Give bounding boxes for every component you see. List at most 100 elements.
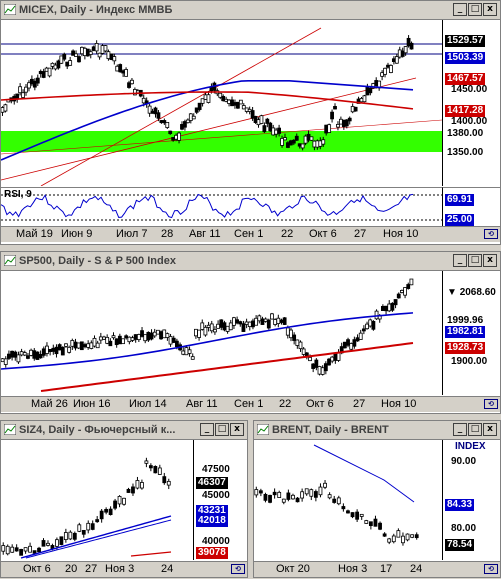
micex-candle	[309, 136, 314, 141]
sp500-candle	[403, 287, 407, 296]
maximize-button[interactable]: □	[215, 423, 229, 436]
brent-candle	[277, 491, 282, 498]
sp500-candle	[361, 328, 366, 332]
minimize-button[interactable]: _	[453, 254, 467, 267]
brent-candle	[286, 492, 291, 500]
micex-titlebar[interactable]: MICEX, Daily - Индекс ММВБ _ □ x	[1, 1, 500, 20]
micex-rsi-plot[interactable]: RSI, 9	[1, 187, 442, 226]
brent-candle	[350, 512, 355, 518]
price-tag-red: 39078	[196, 547, 228, 559]
sp500-candle	[7, 353, 11, 359]
minimize-button[interactable]: _	[200, 423, 214, 436]
sp500-candle	[368, 319, 373, 327]
scroll-button[interactable]: ⟲	[484, 564, 498, 574]
micex-candle	[389, 65, 393, 73]
micex-candle	[47, 67, 52, 77]
micex-candle	[177, 132, 181, 141]
sp500-candle	[19, 351, 24, 356]
sp500-candle	[333, 352, 338, 361]
close-button[interactable]: x	[483, 254, 497, 267]
micex-title: MICEX, Daily - Индекс ММВБ	[19, 4, 173, 16]
micex-candle	[241, 105, 246, 110]
micex-candle	[112, 56, 117, 62]
sp500-candle	[282, 317, 287, 325]
sp500-titlebar[interactable]: SP500, Daily - S & P 500 Index _ □ x	[1, 252, 500, 271]
siz4-candle	[131, 486, 135, 494]
maximize-button[interactable]: □	[468, 423, 482, 436]
siz4-time-axis[interactable]: Окт 6 20 27 Ноя 3 24 ⟲	[1, 561, 247, 577]
sp500-candle	[60, 346, 65, 356]
scroll-button[interactable]: ⟲	[484, 229, 498, 239]
brent-title: BRENT, Daily - BRENT	[272, 424, 389, 436]
brent-titlebar[interactable]: BRENT, Daily - BRENT _ □ x	[254, 421, 500, 440]
sp500-candle	[143, 334, 148, 342]
sp500-candle	[301, 348, 306, 355]
brent-candle	[300, 491, 305, 499]
sp500-candle	[323, 363, 328, 372]
brent-price-plot[interactable]	[254, 440, 442, 560]
sp500-candle	[285, 327, 290, 336]
sp500-candle	[266, 319, 271, 329]
sp500-price-plot[interactable]	[1, 271, 442, 395]
sp500-candle	[92, 337, 97, 347]
micex-candle	[327, 124, 332, 133]
siz4-chart-window[interactable]: SIZ4, Daily - Фьючерсный к... _ □ x 4750…	[0, 420, 248, 578]
x-label: 24	[410, 563, 423, 575]
siz4-candle	[59, 536, 64, 545]
siz4-candle	[113, 500, 117, 509]
sp500-time-axis[interactable]: Май 26 Июн 16 Июл 14 Авг 11 Сен 1 22 Окт…	[1, 396, 500, 412]
y-label: 1450.00	[451, 84, 488, 95]
minimize-button[interactable]: _	[453, 423, 467, 436]
y-label: 90.00	[451, 456, 477, 467]
micex-candle	[235, 101, 240, 109]
sp500-candle	[98, 336, 103, 341]
micex-candle	[88, 51, 93, 55]
brent-chart-window[interactable]: BRENT, Daily - BRENT _ □ x INDEX 90.00 8…	[253, 420, 501, 578]
micex-candle	[294, 135, 299, 141]
sp500-candle	[184, 347, 189, 356]
rsi-tag: 25.00	[445, 214, 475, 226]
sp500-chart-window[interactable]: SP500, Daily - S & P 500 Index _ □ x ▼ 2…	[0, 251, 501, 414]
brent-candle	[268, 494, 272, 503]
sp500-candle	[3, 358, 8, 365]
brent-candle	[281, 498, 286, 503]
maximize-button[interactable]: □	[468, 3, 482, 16]
ma-red	[130, 551, 172, 557]
sp500-candle	[149, 332, 154, 340]
sp500-candle	[355, 337, 360, 342]
siz4-titlebar[interactable]: SIZ4, Daily - Фьючерсный к... _ □ x	[1, 421, 247, 440]
brent-time-axis[interactable]: Окт 20 Ноя 3 17 24 ⟲	[254, 561, 500, 577]
close-button[interactable]: x	[483, 423, 497, 436]
close-button[interactable]: x	[230, 423, 244, 436]
scroll-button[interactable]: ⟲	[231, 564, 245, 574]
sp500-candle	[263, 318, 268, 322]
maximize-button[interactable]: □	[468, 254, 482, 267]
sp500-candle	[371, 320, 376, 330]
siz4-price-plot[interactable]	[1, 440, 193, 560]
chart-icon	[4, 255, 16, 266]
scroll-button[interactable]: ⟲	[484, 399, 498, 409]
sp500-candle	[70, 340, 75, 347]
micex-candle	[194, 107, 199, 113]
close-button[interactable]: x	[483, 3, 497, 16]
micex-chart-window[interactable]: MICEX, Daily - Индекс ММВБ _ □ x 1529.57…	[0, 0, 501, 245]
sp500-candle	[289, 329, 293, 339]
ma-red	[40, 342, 414, 392]
sp500-candle	[10, 350, 14, 358]
sp500-price-axis[interactable]: ▼ 2068.60 1999.96 1982.81 1928.73 1900.0…	[442, 271, 500, 395]
sp500-candle	[29, 349, 34, 356]
price-tag-blue: 1503.39	[445, 52, 486, 64]
micex-time-axis[interactable]: Май 19 Июн 9 Июл 7 28 Авг 11 Сен 1 22 Ок…	[1, 226, 500, 242]
chart-icon	[257, 424, 269, 435]
micex-price-plot[interactable]	[1, 20, 442, 186]
siz4-price-axis[interactable]: 47500 46307 45000 43231 42018 40000 3907…	[193, 440, 247, 560]
micex-price-axis[interactable]: 1529.57 1503.39 1450.00 1467.57 1417.28 …	[442, 20, 500, 186]
sp500-candle	[380, 306, 385, 311]
brent-candle	[378, 522, 382, 530]
x-label: Авг 11	[189, 228, 221, 240]
brent-price-axis[interactable]: INDEX 90.00 80.00 84.33 78.54	[442, 440, 500, 560]
minimize-button[interactable]: _	[453, 3, 467, 16]
micex-rsi-axis[interactable]: 69.91 25.00	[442, 187, 500, 226]
siz4-candle	[99, 510, 104, 520]
micex-candle	[185, 119, 190, 124]
